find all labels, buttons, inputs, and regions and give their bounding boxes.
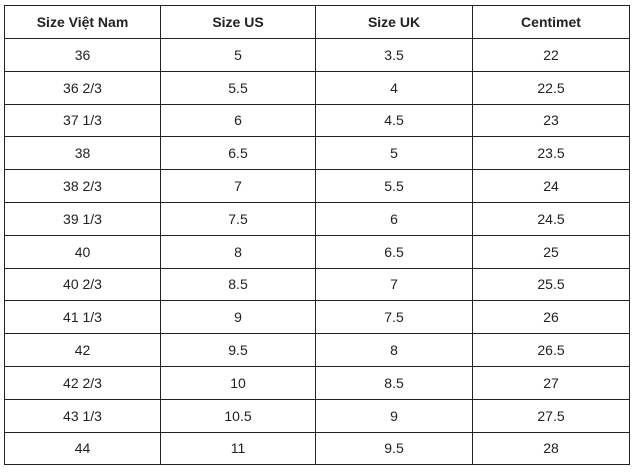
- table-row: 40 8 6.5 25: [4, 234, 630, 269]
- header-row: Size Việt Nam Size US Size UK Centimet: [4, 5, 630, 39]
- table-cell: 39 1/3: [4, 201, 161, 236]
- table-cell: 38: [4, 136, 161, 171]
- table-cell: 24.5: [472, 201, 630, 236]
- table-cell: 28: [472, 431, 630, 466]
- table-cell: 23.5: [472, 136, 630, 171]
- table-cell: 9: [160, 300, 316, 335]
- table-row: 36 5 3.5 22: [4, 38, 630, 72]
- table-cell: 7: [160, 169, 316, 203]
- table-row: 42 2/3 10 8.5 27: [4, 365, 630, 400]
- table-cell: 5: [315, 136, 473, 171]
- table-cell: 10: [160, 365, 316, 400]
- table-cell: 5.5: [315, 169, 473, 203]
- table-cell: 8.5: [160, 267, 316, 302]
- table-cell: 9.5: [160, 333, 316, 367]
- table-row: 36 2/3 5.5 4 22.5: [4, 70, 630, 105]
- table-row: 40 2/3 8.5 7 25.5: [4, 267, 630, 302]
- table-cell: 41 1/3: [4, 300, 161, 335]
- table-cell: 24: [472, 169, 630, 203]
- table-cell: 4: [315, 70, 473, 105]
- table-row: 41 1/3 9 7.5 26: [4, 300, 630, 335]
- table-cell: 9: [315, 398, 473, 433]
- table-cell: 6.5: [160, 136, 316, 171]
- table-cell: 6: [160, 103, 316, 138]
- table-row: 37 1/3 6 4.5 23: [4, 103, 630, 138]
- table-row: 44 11 9.5 28: [4, 431, 630, 466]
- table-cell: 7.5: [160, 201, 316, 236]
- table-cell: 44: [4, 431, 161, 466]
- table-cell: 36: [4, 38, 161, 72]
- table-cell: 37 1/3: [4, 103, 161, 138]
- column-header: Size US: [160, 5, 316, 39]
- table-cell: 42: [4, 333, 161, 367]
- column-header: Centimet: [472, 5, 630, 39]
- table-cell: 40: [4, 234, 161, 269]
- table-cell: 25: [472, 234, 630, 269]
- table-cell: 6.5: [315, 234, 473, 269]
- table-cell: 8.5: [315, 365, 473, 400]
- table-cell: 36 2/3: [4, 70, 161, 105]
- table-cell: 23: [472, 103, 630, 138]
- table-cell: 26: [472, 300, 630, 335]
- table-cell: 8: [315, 333, 473, 367]
- table-cell: 5.5: [160, 70, 316, 105]
- table-cell: 22: [472, 38, 630, 72]
- table-cell: 42 2/3: [4, 365, 161, 400]
- table-row: 43 1/3 10.5 9 27.5: [4, 398, 630, 433]
- table-cell: 25.5: [472, 267, 630, 302]
- table-cell: 3.5: [315, 38, 473, 72]
- table-row: 38 6.5 5 23.5: [4, 136, 630, 171]
- table-cell: 4.5: [315, 103, 473, 138]
- table-cell: 5: [160, 38, 316, 72]
- table-cell: 27.5: [472, 398, 630, 433]
- table-cell: 11: [160, 431, 316, 466]
- table-cell: 7: [315, 267, 473, 302]
- table-cell: 43 1/3: [4, 398, 161, 433]
- size-conversion-table: Size Việt Nam Size US Size UK Centimet 36 5 3…: [4, 5, 630, 466]
- column-header: Size UK: [315, 5, 473, 39]
- table-cell: 40 2/3: [4, 267, 161, 302]
- table-row: 39 1/3 7.5 6 24.5: [4, 201, 630, 236]
- column-header: Size Việt Nam: [4, 5, 161, 39]
- table-cell: 10.5: [160, 398, 316, 433]
- table-cell: 22.5: [472, 70, 630, 105]
- table-cell: 7.5: [315, 300, 473, 335]
- table-cell: 9.5: [315, 431, 473, 466]
- table-cell: 26.5: [472, 333, 630, 367]
- table-row: 42 9.5 8 26.5: [4, 333, 630, 367]
- table-cell: 27: [472, 365, 630, 400]
- table-cell: 6: [315, 201, 473, 236]
- table-cell: 8: [160, 234, 316, 269]
- table-row: 38 2/3 7 5.5 24: [4, 169, 630, 203]
- table-cell: 38 2/3: [4, 169, 161, 203]
